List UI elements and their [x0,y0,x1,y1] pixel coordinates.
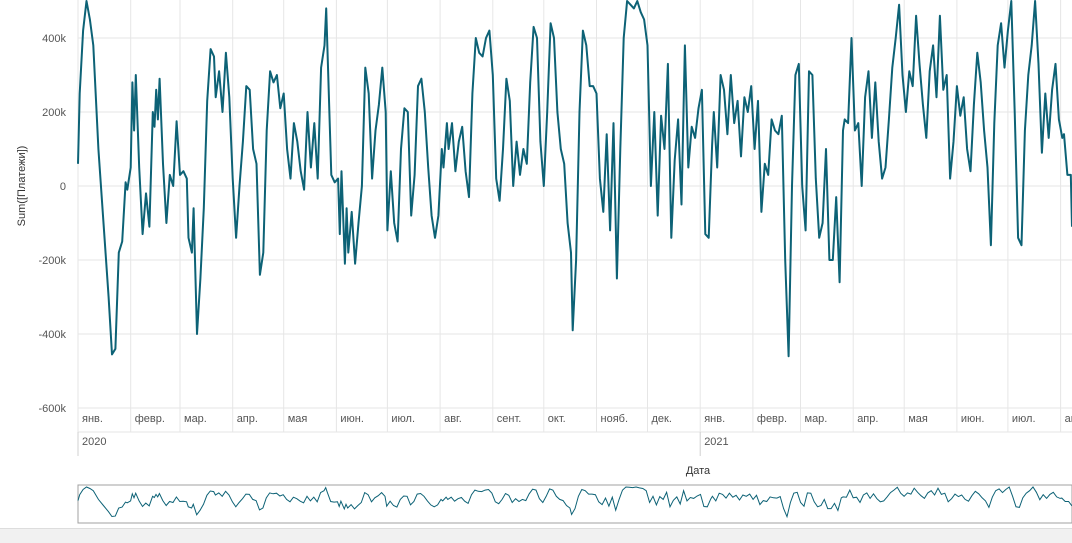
x-tick-label: мар. [805,413,828,425]
x-tick-label: июн. [340,413,364,425]
overview-navigator[interactable] [77,484,1072,524]
x-tick-label: мая [288,413,308,425]
y-tick-label: 200k [42,107,66,119]
series-line [77,0,1072,358]
x-tick-label: июн. [961,413,985,425]
x-tick-label: февр. [757,413,787,425]
x-axis-ticks: янв. февр. мар. апр. мая июн. июл. авг. сент. окт… [77,408,1072,456]
x-tick-label: дек. [652,413,672,425]
x-tick-label: мар. [184,413,207,425]
y-axis-ticks: 400k 200k 0 -200k -400k -600k [38,33,66,415]
x-tick-label: апр. [857,413,878,425]
x-tick-label: янв. [704,413,725,425]
y-tick-label: -600k [38,403,66,415]
year-label: 2021 [704,436,728,448]
series-layer [77,0,1072,358]
y-tick-label: -200k [38,255,66,267]
y-tick-label: -400k [38,329,66,341]
year-label: 2020 [82,436,106,448]
y-axis-title: Sum([Платежи]) [16,146,28,227]
x-tick-label: окт. [548,413,566,425]
x-tick-label: сент. [497,413,522,425]
x-tick-label: авг. [444,413,462,425]
x-tick-label: ав [1065,413,1072,425]
y-tick-label: 400k [42,33,66,45]
horizontal-scrollbar[interactable] [0,528,1072,543]
x-tick-label: янв. [82,413,103,425]
x-tick-label: июл. [391,413,415,425]
x-tick-label: июл. [1012,413,1036,425]
x-axis-title: Дата [686,465,711,477]
x-tick-label: мая [908,413,928,425]
overview-series-line [77,486,1072,519]
x-tick-label: апр. [237,413,258,425]
x-tick-label: нояб. [601,413,629,425]
overview-series-layer [77,486,1072,519]
y-tick-label: 0 [60,181,66,193]
x-tick-label: февр. [135,413,165,425]
